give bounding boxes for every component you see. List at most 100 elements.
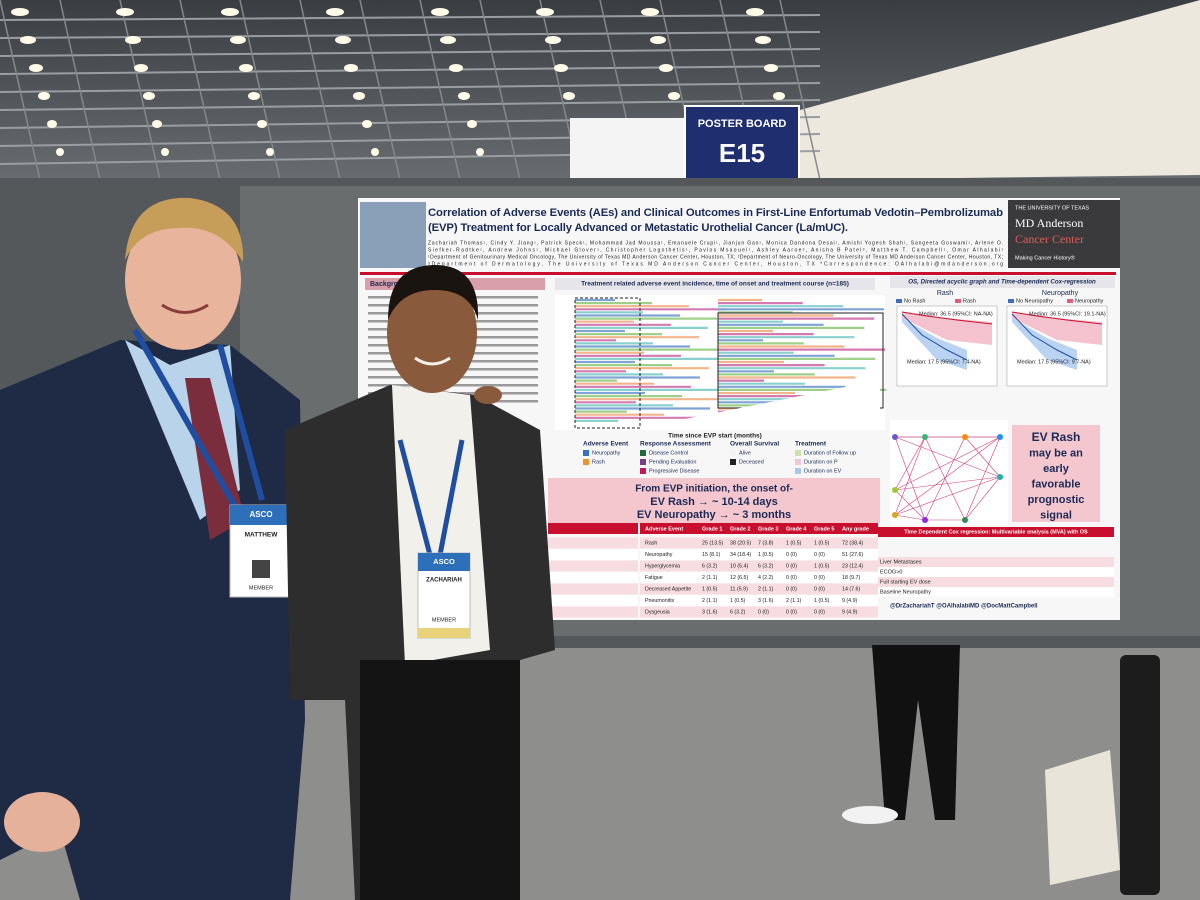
legend-item: Progressive Disease (649, 468, 699, 474)
person-legs (872, 645, 960, 820)
dag-node (997, 474, 1003, 480)
signal-text: signal (1040, 509, 1072, 521)
ceiling-light (221, 8, 239, 16)
legend-swatch (640, 459, 646, 465)
dag-edge (964, 436, 1001, 521)
badge-role: MEMBER (432, 617, 456, 623)
dag-node (997, 434, 1003, 440)
table-cell: 1 (0.5) (814, 598, 830, 604)
km-legend-swatch (896, 299, 902, 303)
table-header-cell: Any grade (842, 526, 869, 532)
table-cell: 0 (0) (786, 609, 797, 615)
os-title: OS, Directed acyclic graph and Time-depe… (908, 279, 1096, 286)
logo-text: MD Anderson (1015, 216, 1083, 230)
signal-text: prognostic (1028, 494, 1085, 506)
qr-code (252, 560, 270, 578)
ceiling-light (755, 36, 771, 44)
x-axis-label: Time since EVP start (months) (668, 433, 762, 440)
km-curve (1011, 313, 1078, 361)
ceiling-light (239, 64, 253, 72)
table-cell: 0 (0) (814, 575, 825, 581)
badge-name: ZACHARIAH (426, 578, 462, 584)
dag-node (962, 434, 968, 440)
ceiling-light (29, 64, 43, 72)
cox-label: Liver Metastases (880, 559, 922, 565)
table-cell: 0 (0) (786, 586, 797, 592)
hand (474, 386, 502, 404)
table-row (640, 572, 878, 583)
table-cell: 0 (0) (814, 609, 825, 615)
table-row (640, 537, 878, 549)
table-header-cell: Grade 5 (814, 526, 834, 532)
legend-item: Deceased (739, 459, 764, 465)
table-cell: 6 (3.2) (702, 563, 718, 569)
ceiling-light (353, 92, 365, 100)
chart-header (555, 278, 875, 290)
legend-swatch (795, 459, 801, 465)
table-cell: 10 (5.4) (730, 563, 748, 569)
badge-ribbon (418, 628, 470, 638)
cox-row (878, 557, 1114, 567)
sign-number: E15 (719, 138, 765, 168)
table-row (640, 595, 878, 606)
table-header-cell: Grade 2 (730, 526, 750, 532)
signal-box (1012, 425, 1100, 522)
table-cell: Dysgeusia (645, 609, 670, 615)
table-cell: 2 (1.1) (702, 575, 718, 581)
cox-label: ECOG>0 (880, 569, 902, 575)
table-cell: 1 (0.5) (730, 598, 746, 604)
cox-row (878, 577, 1114, 587)
sign (684, 105, 800, 183)
cox-title: Time Dependent Cox regression: Multivari… (904, 529, 1088, 535)
dag-edge (894, 489, 926, 521)
table-cell: 2 (1.1) (786, 598, 802, 604)
os-header (890, 276, 1115, 288)
dag-edge (894, 476, 1001, 491)
table-header-cell: Grade 4 (786, 526, 807, 532)
legend-swatch (583, 450, 589, 456)
table-cell: 11 (5.9) (730, 586, 748, 592)
signal-text: favorable (1032, 478, 1081, 490)
km-heading: Rash (937, 290, 953, 297)
dag-edge (894, 436, 1001, 491)
table-cell: 0 (0) (814, 552, 825, 558)
ceiling-light (641, 8, 659, 16)
hair (388, 265, 479, 320)
cox-label: Full starting EV dose (880, 579, 931, 585)
legend-item: Duration on P (804, 459, 838, 465)
sign-label: POSTER BOARD (698, 118, 787, 130)
poster-authors: Siefker-Radtke¹, Andrew Johns¹, Michael … (428, 247, 1003, 253)
table-row (640, 583, 878, 595)
table-cell: 9 (4.9) (842, 609, 858, 615)
km-band (902, 312, 992, 345)
cox-row (878, 587, 1114, 597)
table-row (548, 537, 638, 549)
badge-name: MATTHEW (245, 532, 279, 539)
ceiling-light (257, 120, 267, 128)
head (125, 210, 241, 350)
ceiling-light (467, 120, 477, 128)
ceiling-light (476, 148, 484, 156)
table-cell: 23 (12.4) (842, 563, 863, 569)
bg-heading: Background (370, 281, 411, 288)
ceiling-light (764, 64, 778, 72)
smile (414, 356, 451, 366)
dag-edge (964, 476, 1001, 521)
table-header-cell: Grade 3 (758, 526, 778, 532)
dag-node (922, 517, 928, 523)
legend-item: Neuropathy (592, 450, 621, 456)
table-cell: 1 (0.5) (758, 552, 774, 558)
highlight-text: EV Neuropathy → ~ 3 months (637, 509, 791, 521)
table-row (548, 606, 638, 618)
ceiling-light (143, 92, 155, 100)
table-cell: 2 (1.1) (702, 598, 718, 604)
table-cell: Hyperglycemia (645, 563, 680, 569)
table-row (640, 606, 878, 618)
km-legend: Neuropathy (1075, 298, 1104, 304)
table-row (548, 549, 638, 560)
legend-swatch (583, 459, 589, 465)
legend-item: Rash (592, 459, 605, 465)
ceiling-light (650, 36, 666, 44)
cox-header (878, 527, 1114, 537)
